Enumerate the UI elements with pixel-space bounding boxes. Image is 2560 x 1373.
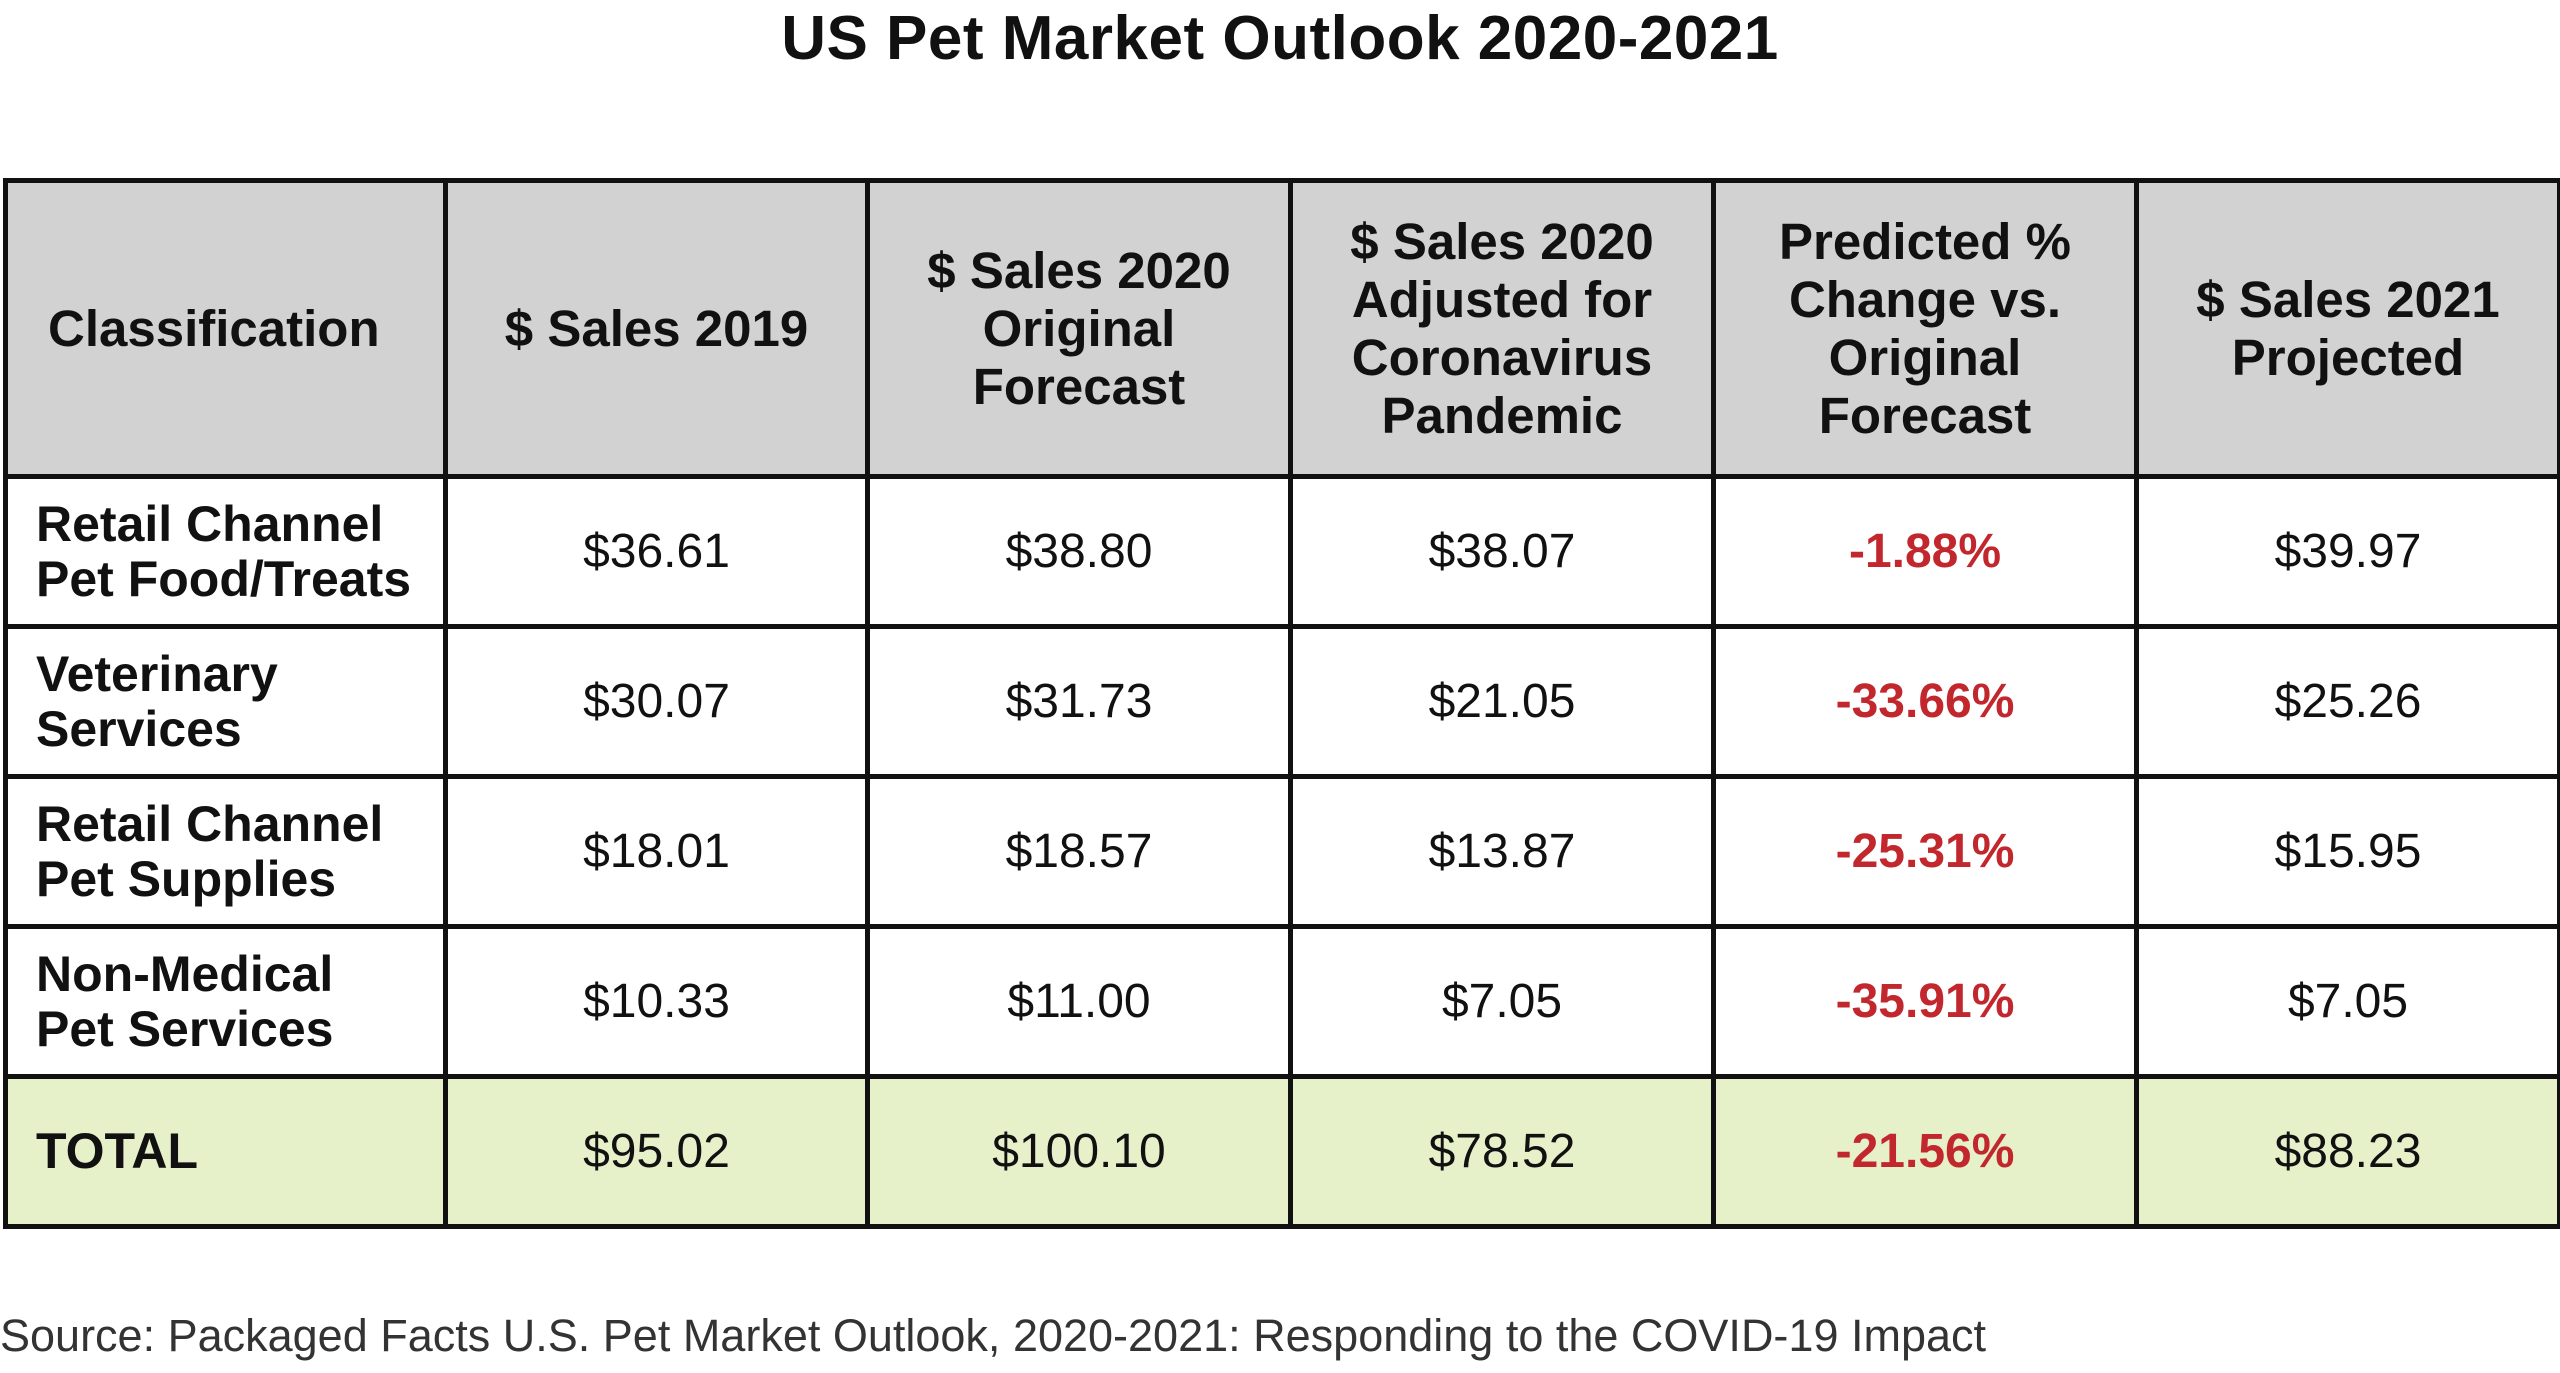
cell-sales-2020-original: $31.73: [865, 624, 1293, 779]
table-row: Retail Channel Pet Food/Treats $36.61 $3…: [3, 474, 2560, 629]
cell-sales-2020-adjusted: $7.05: [1288, 924, 1716, 1079]
cell-sales-2021-projected: $39.97: [2134, 474, 2560, 629]
column-header-sales-2020-original: $ Sales 2020 Original Forecast: [865, 178, 1293, 479]
source-note: Source: Packaged Facts U.S. Pet Market O…: [0, 1310, 1987, 1361]
cell-sales-2020-adjusted: $13.87: [1288, 774, 1716, 929]
cell-pct-change: -35.91%: [1711, 924, 2139, 1079]
column-header-sales-2021-projected: $ Sales 2021 Projected: [2134, 178, 2560, 479]
table-row: Veterinary Services $30.07 $31.73 $21.05…: [3, 624, 2560, 779]
cell-sales-2020-adjusted: $38.07: [1288, 474, 1716, 629]
total-row: TOTAL $95.02 $100.10 $78.52 -21.56% $88.…: [3, 1074, 2560, 1229]
row-label: Veterinary Services: [3, 624, 448, 779]
cell-sales-2020-adjusted: $21.05: [1288, 624, 1716, 779]
total-label: TOTAL: [3, 1074, 448, 1229]
row-label: Retail Channel Pet Food/Treats: [3, 474, 448, 629]
column-header-sales-2020-adjusted: $ Sales 2020 Adjusted for Coronavirus Pa…: [1288, 178, 1716, 479]
cell-sales-2019: $36.61: [443, 474, 870, 629]
cell-sales-2021-projected: $7.05: [2134, 924, 2560, 1079]
row-label: Non-Medical Pet Services: [3, 924, 448, 1079]
table-row: Retail Channel Pet Supplies $18.01 $18.5…: [3, 774, 2560, 929]
cell-sales-2021-projected: $25.26: [2134, 624, 2560, 779]
total-sales-2020-original: $100.10: [865, 1074, 1293, 1229]
cell-sales-2019: $18.01: [443, 774, 870, 929]
cell-pct-change: -25.31%: [1711, 774, 2139, 929]
total-pct-change: -21.56%: [1711, 1074, 2139, 1229]
cell-sales-2020-original: $11.00: [865, 924, 1293, 1079]
cell-sales-2019: $10.33: [443, 924, 870, 1079]
total-sales-2019: $95.02: [443, 1074, 870, 1229]
column-header-pct-change: Predicted % Change vs. Original Forecast: [1711, 178, 2139, 479]
total-sales-2021-projected: $88.23: [2134, 1074, 2560, 1229]
table-row: Non-Medical Pet Services $10.33 $11.00 $…: [3, 924, 2560, 1079]
cell-sales-2020-original: $18.57: [865, 774, 1293, 929]
chart-title: US Pet Market Outlook 2020-2021: [781, 4, 1779, 73]
cell-pct-change: -1.88%: [1711, 474, 2139, 629]
cell-sales-2021-projected: $15.95: [2134, 774, 2560, 929]
cell-pct-change: -33.66%: [1711, 624, 2139, 779]
total-sales-2020-adjusted: $78.52: [1288, 1074, 1716, 1229]
row-label: Retail Channel Pet Supplies: [3, 774, 448, 929]
cell-sales-2019: $30.07: [443, 624, 870, 779]
cell-sales-2020-original: $38.80: [865, 474, 1293, 629]
pet-market-table: Classification $ Sales 2019 $ Sales 2020…: [3, 178, 2560, 1229]
header-row: Classification $ Sales 2019 $ Sales 2020…: [3, 178, 2560, 479]
column-header-classification: Classification: [3, 178, 448, 479]
column-header-sales-2019: $ Sales 2019: [443, 178, 870, 479]
